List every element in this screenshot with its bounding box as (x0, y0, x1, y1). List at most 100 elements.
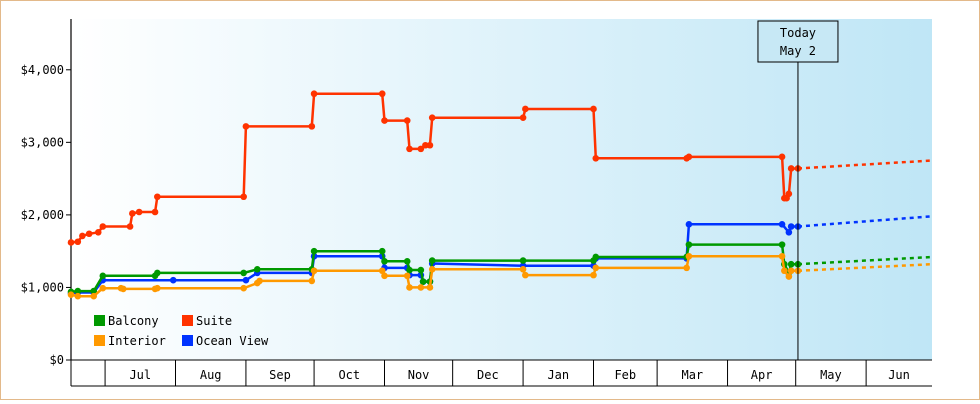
data-point (787, 223, 795, 230)
data-point (426, 141, 434, 149)
data-point (99, 272, 107, 280)
series-layer (67, 90, 933, 300)
data-point (94, 229, 102, 236)
legend-label-ocean-view: Ocean View (196, 334, 269, 348)
data-point (381, 258, 388, 265)
legend-swatch-interior (94, 335, 105, 346)
data-point (242, 123, 250, 130)
y-tick-label: $1,000 (21, 280, 64, 294)
data-point (79, 232, 86, 240)
y-tick-label: $3,000 (21, 135, 64, 149)
data-point (403, 258, 411, 265)
data-point (381, 272, 388, 280)
data-point (67, 239, 75, 246)
data-point (592, 155, 600, 162)
data-point (778, 221, 786, 228)
plot-background (71, 19, 932, 360)
month-label: Aug (200, 368, 222, 382)
data-point (685, 221, 693, 228)
month-label: Jun (888, 368, 910, 382)
data-point (519, 114, 527, 121)
data-point (419, 278, 427, 285)
data-point (403, 272, 411, 280)
month-label: Nov (408, 368, 430, 382)
data-point (778, 153, 786, 161)
forecast-line-suite (797, 159, 933, 170)
data-point (74, 238, 82, 246)
legend-swatch-suite (182, 315, 193, 326)
legend: Balcony Suite Interior Ocean View (94, 314, 269, 348)
month-label: Jan (547, 368, 569, 382)
data-point (522, 271, 529, 279)
data-point (240, 269, 247, 277)
data-point (422, 141, 429, 149)
data-point (406, 284, 413, 291)
data-point (240, 193, 247, 201)
data-point (406, 266, 413, 274)
data-point (310, 90, 318, 98)
forecast-line-ocean-view (797, 215, 933, 228)
y-axis: $0 $1,000 $2,000 $3,000 $4,000 (21, 19, 72, 367)
data-point (685, 252, 693, 260)
today-date-label: May 2 (780, 44, 816, 58)
data-point (253, 266, 261, 273)
data-point (406, 145, 413, 153)
data-point (119, 285, 127, 293)
month-label: Mar (681, 368, 703, 382)
legend-swatch-ocean-view (182, 335, 193, 346)
legend-label-interior: Interior (108, 334, 166, 348)
legend-label-suite: Suite (196, 314, 232, 328)
data-point (310, 247, 318, 255)
data-point (685, 153, 693, 161)
data-point (151, 208, 159, 216)
data-point (778, 241, 786, 248)
data-point (590, 105, 597, 113)
data-point (778, 252, 786, 260)
data-point (683, 264, 690, 272)
data-point (590, 271, 597, 279)
data-point (417, 284, 425, 291)
data-point (417, 145, 425, 153)
data-point (378, 90, 386, 98)
y-tick-label: $0 (50, 353, 64, 367)
data-point (308, 123, 316, 130)
forecast-line-interior (797, 262, 933, 273)
y-tick-label: $4,000 (21, 63, 64, 77)
data-point (426, 284, 434, 291)
data-point (99, 284, 107, 292)
month-label: Jul (129, 368, 151, 382)
data-point (428, 257, 436, 264)
data-point (519, 266, 527, 273)
series-interior (67, 252, 933, 300)
month-label: Feb (614, 368, 636, 382)
data-point (135, 208, 143, 216)
month-label: Apr (751, 368, 773, 382)
data-point (592, 264, 600, 272)
data-point (310, 267, 318, 275)
data-point (67, 291, 75, 299)
x-axis: Jul Aug Sep Oct Nov Dec Jan Feb Mar Apr May Jun (70, 359, 932, 387)
data-point (242, 276, 250, 284)
data-point (378, 267, 386, 275)
data-point (403, 117, 411, 124)
data-point (592, 253, 600, 261)
month-label: Dec (477, 368, 499, 382)
data-point (428, 266, 436, 273)
today-label: Today (780, 26, 816, 40)
data-point (99, 223, 107, 230)
data-point (428, 114, 436, 121)
data-point (519, 257, 527, 264)
data-point (85, 230, 93, 238)
data-point (785, 229, 793, 236)
month-label: May (820, 368, 842, 382)
legend-swatch-balcony (94, 315, 105, 326)
data-point (90, 292, 98, 300)
data-point (522, 105, 529, 113)
data-point (90, 287, 98, 295)
month-label: Sep (269, 368, 291, 382)
data-point (74, 287, 82, 295)
data-point (169, 276, 177, 284)
data-point (787, 165, 795, 172)
data-point (129, 210, 136, 217)
